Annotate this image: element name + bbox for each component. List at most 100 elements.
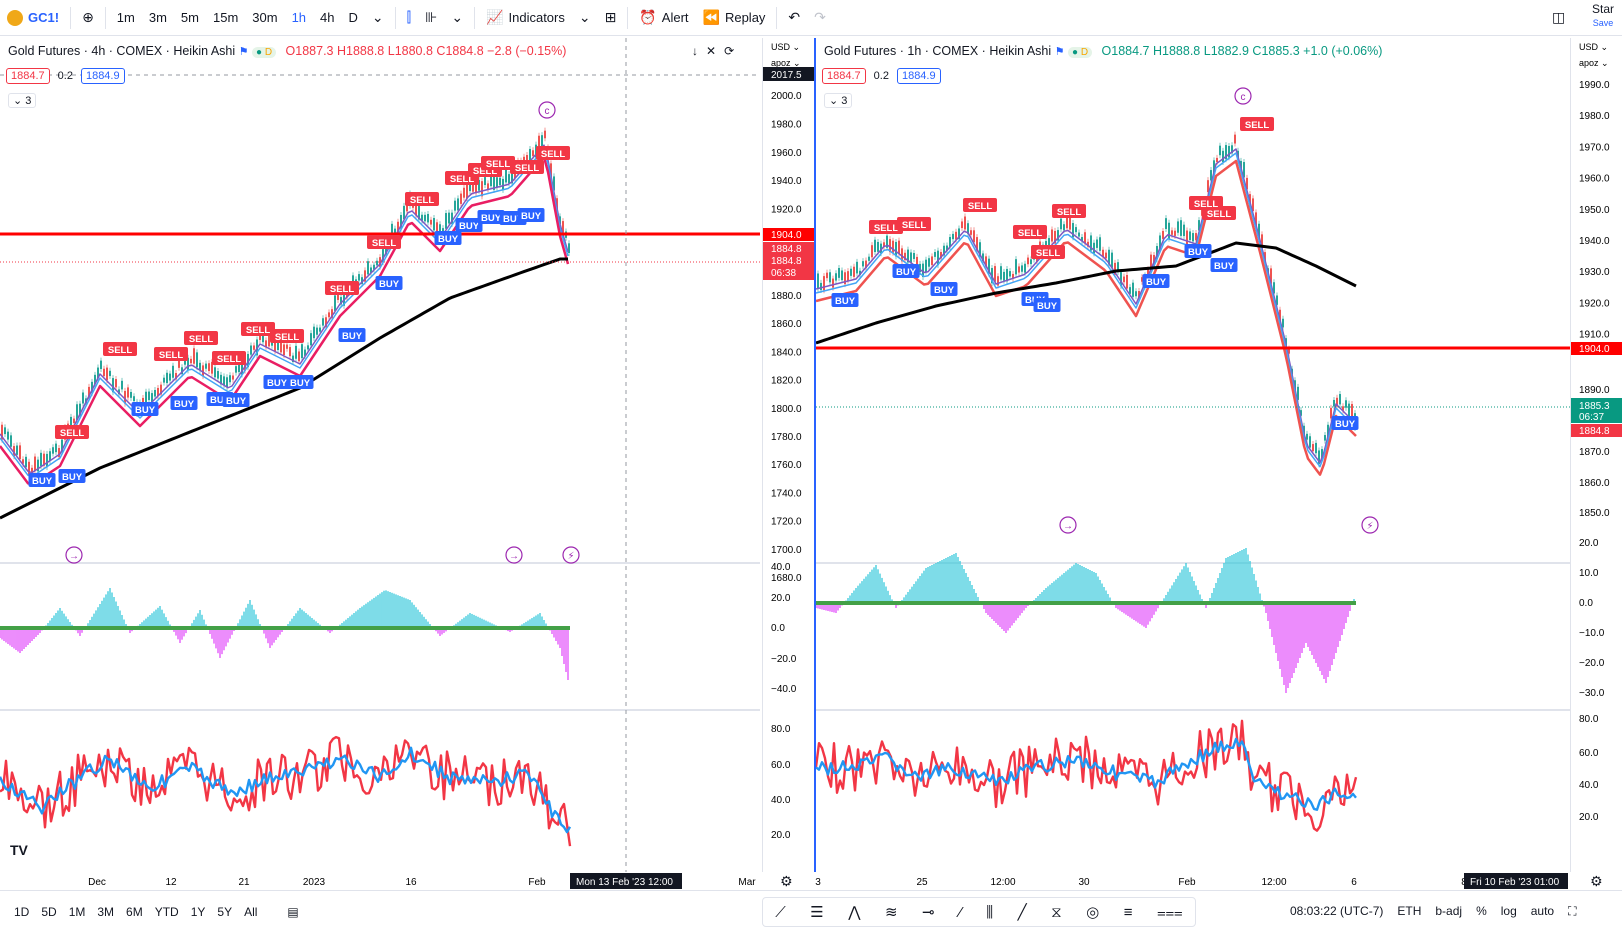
log-toggle[interactable]: log bbox=[1500, 904, 1517, 918]
left-chart-pane[interactable]: Gold Futures · 4h · COMEX · Heikin Ashi … bbox=[0, 38, 760, 872]
line-tool-icon[interactable]: ⁄ bbox=[959, 903, 962, 921]
chevron-down-icon[interactable]: ⌄ bbox=[578, 9, 591, 25]
replay-button[interactable]: ⏪ Replay bbox=[696, 0, 773, 36]
flag-icon[interactable]: ⚑ bbox=[1054, 46, 1065, 58]
bid-price[interactable]: 1884.7 bbox=[822, 68, 866, 84]
candle-body bbox=[1129, 287, 1131, 294]
chevron-down-icon[interactable]: ⌄ bbox=[451, 9, 464, 25]
layout-grid-icon[interactable]: ⊞ bbox=[604, 9, 617, 25]
candle-body bbox=[325, 317, 327, 328]
flag-icon[interactable]: ⚑ bbox=[238, 46, 249, 58]
range-1d[interactable]: 1D bbox=[14, 904, 30, 919]
right-price-axis[interactable]: USD ⌄ apoz ⌄ 1990.0 1980.0 1970.0 1960.0 1950.… bbox=[1570, 38, 1622, 872]
candle-body bbox=[253, 345, 255, 350]
split-layout-icon[interactable]: ◫ bbox=[1552, 9, 1566, 25]
right-chart-pane[interactable]: Gold Futures · 1h · COMEX · Heikin Ashi … bbox=[814, 38, 1576, 872]
bar-style-icon[interactable]: ⫿ bbox=[406, 9, 412, 25]
rsi-blue-line bbox=[816, 737, 1357, 811]
candle-body bbox=[190, 358, 192, 364]
range-ytd[interactable]: YTD bbox=[154, 904, 179, 919]
osc-tick-label: −20.0 bbox=[1579, 658, 1605, 669]
ask-price[interactable]: 1884.9 bbox=[80, 68, 125, 84]
interval-1h[interactable]: 1h bbox=[291, 10, 307, 25]
time-tick-label: 12:00 bbox=[1261, 877, 1286, 888]
interval-15m[interactable]: 15m bbox=[212, 10, 239, 25]
refresh-icon[interactable]: ⟳ bbox=[724, 44, 735, 58]
price-tick-label: 1970.0 bbox=[1579, 142, 1610, 153]
clock-time[interactable]: 08:03:22 (UTC-7) bbox=[1290, 904, 1384, 918]
tradingview-logo-icon: TV bbox=[10, 842, 28, 858]
interval-30m[interactable]: 30m bbox=[252, 10, 278, 25]
range-5y[interactable]: 5Y bbox=[217, 904, 233, 919]
arrow-marker: → bbox=[509, 551, 519, 562]
candle-body bbox=[820, 282, 822, 291]
osc-tick-label: 20.0 bbox=[1579, 538, 1599, 549]
candle-body bbox=[316, 327, 318, 335]
arrow-down-icon[interactable]: ↓ bbox=[692, 44, 698, 58]
percent-toggle[interactable]: % bbox=[1476, 904, 1487, 918]
bid-price[interactable]: 1884.7 bbox=[6, 68, 50, 84]
chevron-down-icon[interactable]: ⌄ bbox=[371, 9, 384, 25]
redo-icon[interactable]: ↷ bbox=[814, 9, 826, 25]
gear-icon[interactable]: ⚙ bbox=[1590, 873, 1603, 889]
candle-body bbox=[403, 205, 405, 220]
candle-body bbox=[553, 176, 555, 191]
trendline-icon[interactable]: ╱ bbox=[1017, 904, 1027, 921]
range-all[interactable]: All bbox=[244, 904, 258, 919]
gann-icon[interactable]: ≡ bbox=[1123, 903, 1133, 921]
indicator-collapse[interactable]: ⌄ 3 bbox=[8, 93, 37, 108]
measure-icon[interactable]: ⩶ bbox=[1157, 903, 1183, 921]
pitchfork-icon[interactable]: ⫼ bbox=[986, 903, 994, 921]
candle-body bbox=[1327, 424, 1329, 441]
interval-1m[interactable]: 1m bbox=[116, 10, 135, 25]
compare-add-icon[interactable]: ⊕ bbox=[82, 9, 94, 25]
range-5d[interactable]: 5D bbox=[41, 904, 57, 919]
range-6m[interactable]: 6M bbox=[126, 904, 143, 919]
right-price-box: 1884.7 0.2 1884.9 bbox=[822, 68, 941, 84]
candle-style-icon[interactable]: ⊪ bbox=[425, 9, 438, 25]
interval-d[interactable]: D bbox=[348, 10, 358, 25]
gear-icon[interactable]: ⚙ bbox=[780, 873, 793, 889]
auto-toggle[interactable]: auto bbox=[1530, 904, 1555, 918]
close-icon[interactable]: ✕ bbox=[706, 44, 717, 58]
session-toggle[interactable]: ETH bbox=[1397, 904, 1422, 918]
buy-signal-box bbox=[58, 469, 86, 483]
interval-5m[interactable]: 5m bbox=[180, 10, 199, 25]
buy-signal: BUY bbox=[290, 378, 311, 389]
left-price-axis[interactable]: USD ⌄ apoz ⌄ 2000.0 1980.0 1960.0 1940.0 1920.… bbox=[762, 38, 815, 872]
range-1y[interactable]: 1Y bbox=[190, 904, 206, 919]
horizontal-lines-icon[interactable]: ☰ bbox=[810, 904, 824, 921]
range-1m[interactable]: 1M bbox=[68, 904, 86, 919]
buy-signal-box bbox=[477, 210, 505, 224]
trend-angle-icon[interactable]: ⟋ bbox=[775, 903, 786, 921]
candle-body bbox=[1234, 134, 1236, 144]
candle-body bbox=[1216, 157, 1218, 163]
star-save[interactable]: Star Save bbox=[1592, 2, 1614, 30]
symbol-search[interactable]: GC1! bbox=[0, 0, 66, 36]
candle-body bbox=[76, 404, 78, 420]
undo-icon[interactable]: ↶ bbox=[788, 9, 801, 25]
buy-signal: BUY bbox=[135, 405, 156, 416]
ray-icon[interactable]: ⊸ bbox=[922, 904, 935, 921]
pattern-icon[interactable]: ⋀ bbox=[848, 904, 861, 921]
candle-body bbox=[1318, 450, 1320, 465]
indicator-collapse[interactable]: ⌄ 3 bbox=[824, 93, 853, 108]
candle-body bbox=[1219, 145, 1221, 156]
sell-signal: SELL bbox=[330, 284, 354, 295]
ask-price[interactable]: 1884.9 bbox=[896, 68, 941, 84]
interval-4h[interactable]: 4h bbox=[320, 10, 335, 25]
left-time-axis[interactable]: Dec 12 21 2023 16 Feb Mar Mon 13 Feb '23 12:00 bbox=[0, 872, 760, 890]
ma-blue-line bbox=[816, 152, 1357, 468]
range-3m[interactable]: 3M bbox=[97, 904, 115, 919]
interval-3m[interactable]: 3m bbox=[148, 10, 167, 25]
adjust-toggle[interactable]: b-adj bbox=[1435, 904, 1463, 918]
indicators-button[interactable]: 📈 Indicators bbox=[479, 0, 572, 36]
spiral-icon[interactable]: ◎ bbox=[1086, 904, 1100, 921]
alert-button[interactable]: ⏰ Alert bbox=[632, 0, 695, 36]
calendar-range-icon[interactable]: ▤ bbox=[287, 904, 299, 919]
fib-icon[interactable]: ≋ bbox=[885, 904, 898, 921]
fullscreen-icon[interactable]: ⛶ bbox=[1568, 904, 1577, 918]
xabcd-icon[interactable]: ⧖ bbox=[1051, 903, 1062, 921]
price-tick-label: 1760.0 bbox=[771, 460, 802, 471]
